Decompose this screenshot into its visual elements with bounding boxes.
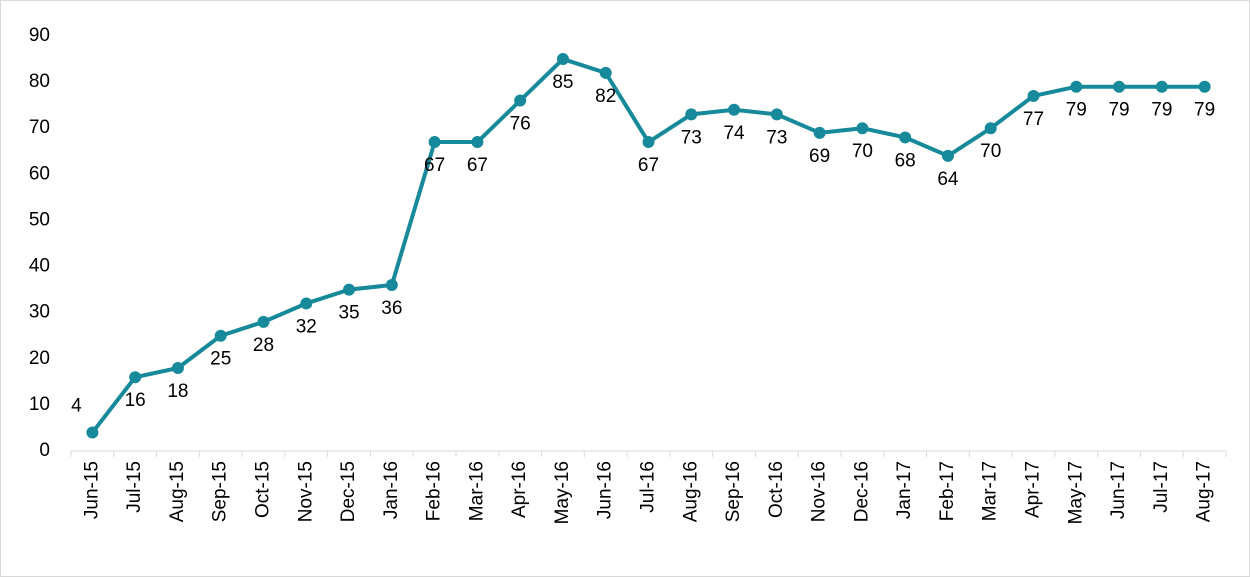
x-tick-label: Jul-16: [638, 461, 659, 513]
y-tick-label: 50: [29, 209, 50, 230]
y-tick-label: 80: [29, 71, 50, 92]
data-label: 69: [809, 146, 830, 167]
y-tick-label: 20: [29, 348, 50, 369]
data-label: 25: [210, 349, 231, 370]
y-tick-label: 40: [29, 256, 50, 277]
point: [343, 283, 356, 296]
x-tick-label: Aug-17: [1194, 461, 1215, 522]
data-label: 79: [1194, 100, 1215, 121]
point: [428, 136, 441, 149]
point: [685, 108, 698, 121]
x-tick-label: Apr-16: [509, 461, 530, 518]
x-tick-label: Nov-15: [295, 461, 316, 522]
data-label: 36: [381, 298, 402, 319]
point: [813, 126, 826, 139]
x-tick-label: Aug-15: [167, 461, 188, 522]
x-tick-label: Dec-15: [338, 461, 359, 522]
x-tick-label: May-17: [1065, 461, 1086, 524]
data-label: 73: [681, 127, 702, 148]
point: [599, 66, 612, 79]
x-tick-label: Jun-16: [595, 461, 616, 519]
x-tick-label: Jan-16: [381, 461, 402, 519]
x-tick-label: Jul-17: [1151, 461, 1172, 513]
point: [214, 329, 227, 342]
x-tick-label: Sep-15: [210, 461, 231, 522]
data-label: 82: [595, 86, 616, 107]
point: [941, 149, 954, 162]
x-tick-label: Jun-15: [81, 461, 102, 519]
point: [1113, 80, 1126, 93]
data-label: 35: [338, 303, 359, 324]
data-label: 67: [638, 155, 659, 176]
point: [86, 426, 99, 439]
point: [899, 131, 912, 144]
data-label: 74: [723, 123, 745, 144]
point: [1070, 80, 1083, 93]
data-label: 68: [895, 150, 916, 171]
data-label: 79: [1151, 100, 1172, 121]
point: [1155, 80, 1168, 93]
y-tick-label: 70: [29, 117, 50, 138]
point: [642, 136, 655, 149]
x-tick-label: Jan-17: [894, 461, 915, 519]
data-label: 77: [1023, 109, 1044, 130]
point: [514, 94, 527, 107]
x-tick-label: Sep-16: [723, 461, 744, 522]
y-tick-label: 90: [29, 25, 50, 46]
x-tick-label: Oct-15: [253, 461, 274, 518]
x-tick-label: Feb-16: [424, 461, 445, 521]
x-tick-label: Oct-16: [766, 461, 787, 518]
x-tick-label: Mar-17: [980, 461, 1001, 521]
point: [171, 362, 184, 374]
data-label: 16: [125, 390, 146, 411]
x-tick-label: Aug-16: [680, 461, 701, 522]
data-label: 70: [852, 141, 873, 162]
data-label: 79: [1108, 100, 1129, 121]
data-label: 70: [980, 141, 1001, 162]
y-tick-label: 0: [39, 440, 50, 461]
point: [257, 315, 270, 328]
data-label: 76: [510, 114, 531, 135]
x-tick-label: Mar-16: [466, 461, 487, 521]
point: [1198, 80, 1211, 93]
y-tick-label: 60: [29, 163, 50, 184]
point: [300, 297, 313, 310]
data-label: 64: [937, 169, 959, 190]
point: [1027, 89, 1040, 102]
data-label: 67: [467, 155, 488, 176]
data-label: 18: [167, 381, 188, 402]
x-tick-label: May-16: [552, 461, 573, 524]
x-tick-label: Dec-16: [851, 461, 872, 522]
point: [728, 103, 741, 116]
point: [471, 136, 484, 149]
x-tick-label: Apr-17: [1023, 461, 1044, 518]
data-label: 32: [296, 316, 317, 337]
x-tick-label: Jun-17: [1108, 461, 1129, 519]
data-label: 4: [71, 396, 82, 417]
x-tick-label: Jul-15: [124, 461, 145, 513]
data-label: 67: [424, 155, 445, 176]
point: [856, 122, 869, 135]
x-tick-label: Feb-17: [937, 461, 958, 521]
data-label: 79: [1066, 100, 1087, 121]
data-label: 73: [766, 127, 787, 148]
point: [129, 371, 142, 384]
point: [385, 279, 398, 291]
point: [770, 108, 783, 121]
x-tick-label: Nov-16: [809, 461, 830, 522]
y-tick-label: 30: [29, 302, 50, 323]
data-label: 28: [253, 335, 274, 356]
data-label: 85: [552, 72, 573, 93]
point: [556, 53, 569, 66]
y-tick-label: 10: [29, 394, 50, 415]
point: [984, 122, 997, 135]
